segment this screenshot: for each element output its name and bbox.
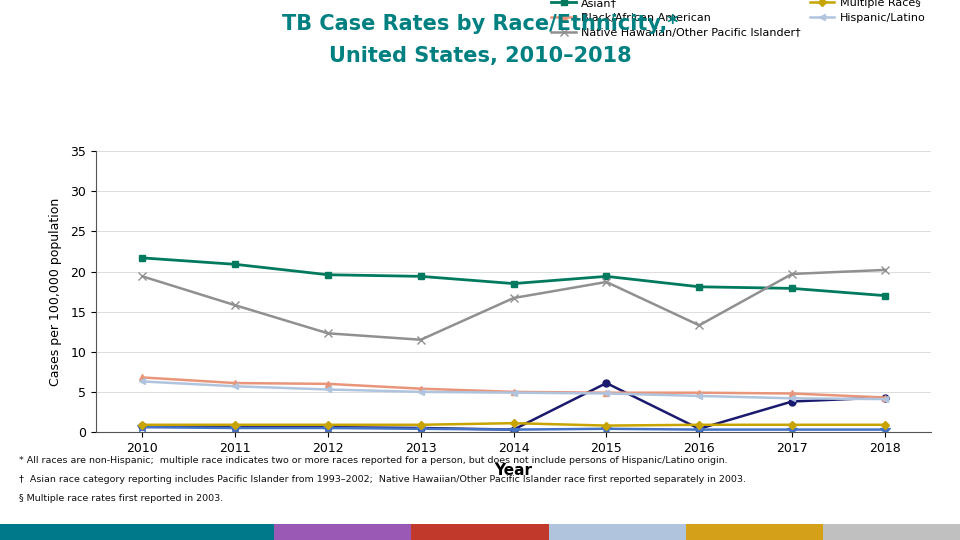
Line: Hispanic/Latino: Hispanic/Latino — [139, 378, 888, 403]
American Indian/Alaska Native — [601, 380, 612, 386]
American Indian/Alaska Native — [415, 425, 426, 431]
Text: †  Asian race category reporting includes Pacific Islander from 1993–2002;  Nati: † Asian race category reporting includes… — [19, 475, 746, 484]
Line: White: White — [137, 422, 890, 435]
Hispanic/Latino — [601, 390, 612, 397]
Black/African American — [229, 380, 241, 386]
Hispanic/Latino — [323, 386, 334, 393]
Text: TB Case Rates by Race/Ethnicity,*: TB Case Rates by Race/Ethnicity,* — [282, 14, 678, 33]
Y-axis label: Cases per 100,000 population: Cases per 100,000 population — [49, 198, 62, 386]
American Indian/Alaska Native — [786, 399, 798, 405]
Line: Native Hawaiian/Other Pacific Islander†: Native Hawaiian/Other Pacific Islander† — [138, 266, 889, 344]
Black/African American — [693, 389, 705, 396]
Line: Black/African American: Black/African American — [139, 374, 888, 401]
Native Hawaiian/Other Pacific Islander† — [786, 271, 798, 277]
White — [879, 427, 891, 433]
Multiple Race§ — [879, 422, 891, 428]
Hispanic/Latino — [786, 395, 798, 402]
Multiple Race§ — [786, 422, 798, 428]
Legend: American Indian/Alaska Native, Asian†, Black/African American, Native Hawaiian/O: American Indian/Alaska Native, Asian†, B… — [551, 0, 925, 38]
Multiple Race§ — [508, 420, 519, 427]
Native Hawaiian/Other Pacific Islander† — [601, 279, 612, 285]
Hispanic/Latino — [508, 389, 519, 396]
Asian† — [323, 272, 334, 278]
Multiple Race§ — [136, 422, 148, 428]
Multiple Race§ — [323, 422, 334, 428]
White — [508, 427, 519, 433]
American Indian/Alaska Native — [229, 424, 241, 430]
Native Hawaiian/Other Pacific Islander† — [508, 295, 519, 301]
Asian† — [508, 280, 519, 287]
Hispanic/Latino — [415, 389, 426, 395]
White — [601, 426, 612, 432]
Asian† — [229, 261, 241, 267]
Black/African American — [879, 394, 891, 401]
Hispanic/Latino — [229, 383, 241, 389]
Multiple Race§ — [229, 422, 241, 428]
Hispanic/Latino — [693, 393, 705, 399]
Black/African American — [601, 389, 612, 396]
Black/African American — [786, 390, 798, 397]
White — [229, 425, 241, 431]
Native Hawaiian/Other Pacific Islander† — [693, 322, 705, 328]
Native Hawaiian/Other Pacific Islander† — [229, 302, 241, 308]
American Indian/Alaska Native — [693, 426, 705, 432]
Asian† — [786, 285, 798, 292]
Hispanic/Latino — [879, 396, 891, 402]
White — [415, 426, 426, 432]
White — [323, 425, 334, 431]
Text: * All races are non-Hispanic;  multiple race indicates two or more races reporte: * All races are non-Hispanic; multiple r… — [19, 456, 728, 465]
White — [786, 427, 798, 433]
American Indian/Alaska Native — [323, 424, 334, 430]
Asian† — [136, 255, 148, 261]
Asian† — [601, 273, 612, 280]
Native Hawaiian/Other Pacific Islander† — [136, 273, 148, 280]
Native Hawaiian/Other Pacific Islander† — [879, 267, 891, 273]
Black/African American — [508, 389, 519, 395]
X-axis label: Year: Year — [494, 463, 533, 478]
Black/African American — [323, 381, 334, 387]
White — [693, 427, 705, 433]
Native Hawaiian/Other Pacific Islander† — [415, 336, 426, 343]
Asian† — [879, 292, 891, 299]
American Indian/Alaska Native — [879, 394, 891, 401]
American Indian/Alaska Native — [136, 423, 148, 430]
American Indian/Alaska Native — [508, 427, 519, 433]
Text: United States, 2010–2018: United States, 2010–2018 — [328, 46, 632, 66]
Black/African American — [136, 374, 148, 381]
White — [136, 424, 148, 430]
Text: § Multiple race rates first reported in 2003.: § Multiple race rates first reported in … — [19, 494, 224, 503]
Black/African American — [415, 386, 426, 392]
Multiple Race§ — [601, 422, 612, 429]
Line: Multiple Race§: Multiple Race§ — [139, 421, 888, 428]
Native Hawaiian/Other Pacific Islander† — [323, 330, 334, 336]
Line: Asian†: Asian† — [139, 254, 888, 299]
Hispanic/Latino — [136, 378, 148, 384]
Multiple Race§ — [693, 422, 705, 428]
Multiple Race§ — [415, 422, 426, 428]
Line: American Indian/Alaska Native: American Indian/Alaska Native — [139, 380, 888, 433]
Asian† — [693, 284, 705, 290]
Asian† — [415, 273, 426, 280]
